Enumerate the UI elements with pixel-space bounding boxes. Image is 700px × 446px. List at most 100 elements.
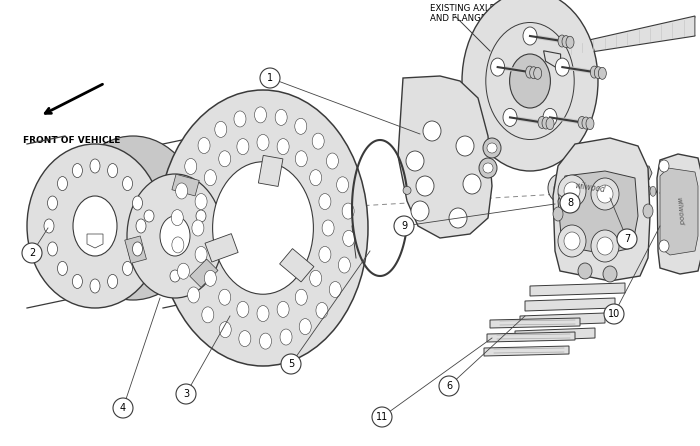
Text: NUT: NUT [348,256,366,265]
Polygon shape [530,283,625,296]
Text: 10: 10 [608,309,620,319]
Ellipse shape [578,263,592,279]
Ellipse shape [218,151,231,167]
Ellipse shape [295,151,307,167]
Ellipse shape [643,204,653,218]
Ellipse shape [90,279,100,293]
Ellipse shape [635,184,641,194]
Ellipse shape [403,222,411,230]
Ellipse shape [578,116,586,128]
Circle shape [113,398,133,418]
Ellipse shape [558,175,586,207]
Ellipse shape [567,187,579,201]
Ellipse shape [598,67,606,79]
Polygon shape [258,155,283,186]
Polygon shape [640,166,652,180]
Ellipse shape [566,36,574,48]
Text: wilwood: wilwood [676,197,684,226]
Ellipse shape [416,176,434,196]
Polygon shape [487,332,575,342]
Polygon shape [547,16,695,58]
Ellipse shape [198,137,210,153]
Ellipse shape [170,270,180,282]
Ellipse shape [319,247,331,262]
Ellipse shape [543,108,557,126]
Ellipse shape [463,174,481,194]
Ellipse shape [108,274,118,289]
Ellipse shape [640,185,646,195]
Ellipse shape [309,270,322,286]
Ellipse shape [564,182,580,200]
Ellipse shape [158,90,368,366]
Ellipse shape [610,164,616,173]
Ellipse shape [277,139,289,155]
Ellipse shape [605,163,611,173]
Circle shape [260,68,280,88]
Ellipse shape [257,306,269,322]
Ellipse shape [620,165,626,175]
Ellipse shape [295,289,307,305]
Text: 3: 3 [183,389,189,399]
Ellipse shape [72,274,83,289]
Text: 4: 4 [120,403,126,413]
Ellipse shape [645,186,651,196]
Ellipse shape [275,109,287,125]
Ellipse shape [630,184,636,194]
Circle shape [617,229,637,249]
Circle shape [394,216,414,236]
Text: FRONT OF VEHICLE: FRONT OF VEHICLE [23,136,120,145]
Ellipse shape [343,230,355,246]
Ellipse shape [239,330,251,347]
Polygon shape [515,328,595,341]
Ellipse shape [591,178,619,210]
Polygon shape [544,51,561,70]
Ellipse shape [127,174,223,298]
Polygon shape [190,259,218,287]
Ellipse shape [597,237,613,255]
Ellipse shape [562,36,570,48]
Ellipse shape [108,164,118,178]
Ellipse shape [136,219,146,233]
Ellipse shape [48,196,57,210]
Text: OEM: OEM [614,151,634,160]
Ellipse shape [526,66,533,78]
Ellipse shape [72,164,83,178]
Ellipse shape [172,237,184,253]
Ellipse shape [523,27,537,45]
Ellipse shape [530,67,538,79]
Text: 11: 11 [376,412,388,422]
Ellipse shape [533,67,542,79]
Ellipse shape [503,108,517,126]
Ellipse shape [462,0,598,171]
Ellipse shape [411,201,429,221]
Ellipse shape [479,158,497,178]
Ellipse shape [219,322,231,338]
Ellipse shape [586,118,594,130]
Ellipse shape [90,159,100,173]
Ellipse shape [192,220,204,236]
Ellipse shape [237,301,249,318]
Text: BOLT: BOLT [614,161,636,170]
Circle shape [281,354,301,374]
Ellipse shape [237,139,249,155]
Polygon shape [205,234,238,262]
Ellipse shape [188,287,200,303]
Polygon shape [484,346,569,356]
Ellipse shape [260,333,272,349]
Polygon shape [490,318,580,328]
Circle shape [604,304,624,324]
Ellipse shape [542,117,550,129]
Ellipse shape [215,121,227,137]
Circle shape [372,407,392,427]
Ellipse shape [625,183,631,193]
Ellipse shape [57,177,67,190]
Ellipse shape [48,242,57,256]
Ellipse shape [510,54,550,108]
Ellipse shape [257,134,269,150]
Ellipse shape [553,207,563,221]
Ellipse shape [172,210,183,226]
Ellipse shape [582,117,590,129]
Circle shape [560,193,580,213]
Ellipse shape [338,257,351,273]
Ellipse shape [564,232,580,250]
